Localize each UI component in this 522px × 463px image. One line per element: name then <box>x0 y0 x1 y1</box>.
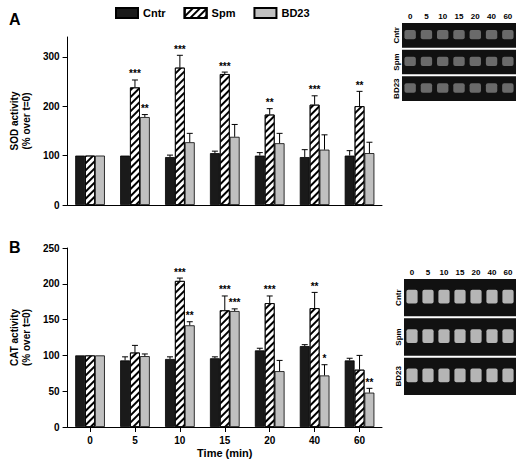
svg-text:15: 15 <box>456 268 465 277</box>
svg-text:**: ** <box>311 281 319 292</box>
svg-text:150: 150 <box>43 314 60 325</box>
svg-text:10: 10 <box>440 268 449 277</box>
svg-text:**: ** <box>366 377 374 388</box>
svg-text:SOD activity: SOD activity <box>9 91 20 150</box>
svg-text:***: *** <box>219 284 231 295</box>
svg-text:(% over t=0): (% over t=0) <box>21 309 32 366</box>
svg-text:***: *** <box>219 61 231 72</box>
svg-text:BD23: BD23 <box>394 366 403 387</box>
svg-text:5: 5 <box>426 268 431 277</box>
svg-text:0: 0 <box>54 422 60 433</box>
svg-text:20: 20 <box>264 435 276 446</box>
svg-text:5: 5 <box>132 435 138 446</box>
svg-text:0: 0 <box>54 200 60 211</box>
svg-text:Cntr: Cntr <box>143 7 166 19</box>
svg-text:200: 200 <box>43 278 60 289</box>
svg-text:B: B <box>9 239 21 256</box>
svg-text:Cntr: Cntr <box>392 27 401 43</box>
svg-text:15: 15 <box>455 12 464 21</box>
svg-text:Cntr: Cntr <box>394 289 403 305</box>
svg-text:BD23: BD23 <box>281 7 309 19</box>
svg-text:20: 20 <box>471 12 480 21</box>
svg-text:**: ** <box>266 97 274 108</box>
svg-text:**: ** <box>186 310 194 321</box>
svg-text:10: 10 <box>438 12 447 21</box>
svg-text:200: 200 <box>43 101 60 112</box>
svg-text:**: ** <box>356 80 364 91</box>
svg-text:***: *** <box>264 284 276 295</box>
svg-text:10: 10 <box>174 435 186 446</box>
svg-text:100: 100 <box>43 150 60 161</box>
svg-text:Time (min): Time (min) <box>197 447 253 459</box>
svg-text:40: 40 <box>309 435 321 446</box>
svg-text:300: 300 <box>43 51 60 62</box>
svg-text:60: 60 <box>354 435 366 446</box>
svg-text:250: 250 <box>43 243 60 254</box>
svg-text:***: *** <box>174 44 186 55</box>
svg-text:CAT activity: CAT activity <box>9 309 20 366</box>
svg-text:5: 5 <box>424 12 429 21</box>
svg-text:0: 0 <box>410 268 415 277</box>
svg-text:*: * <box>323 353 327 364</box>
svg-text:(% over t=0): (% over t=0) <box>21 93 32 150</box>
svg-text:A: A <box>9 11 21 28</box>
svg-text:100: 100 <box>43 350 60 361</box>
svg-text:50: 50 <box>48 386 60 397</box>
svg-text:40: 40 <box>487 12 496 21</box>
svg-text:Spm: Spm <box>212 7 236 19</box>
svg-text:***: *** <box>309 84 321 95</box>
svg-text:15: 15 <box>219 435 231 446</box>
svg-text:***: *** <box>174 267 186 278</box>
svg-text:60: 60 <box>503 12 512 21</box>
svg-text:***: *** <box>229 297 241 308</box>
svg-text:40: 40 <box>488 268 497 277</box>
svg-text:BD23: BD23 <box>392 78 401 99</box>
svg-text:Spm: Spm <box>392 53 401 70</box>
svg-text:60: 60 <box>504 268 513 277</box>
svg-text:Spm: Spm <box>394 328 403 345</box>
svg-text:**: ** <box>141 103 149 114</box>
svg-text:0: 0 <box>87 435 93 446</box>
svg-text:20: 20 <box>472 268 481 277</box>
svg-text:0: 0 <box>408 12 413 21</box>
svg-text:***: *** <box>129 68 141 79</box>
